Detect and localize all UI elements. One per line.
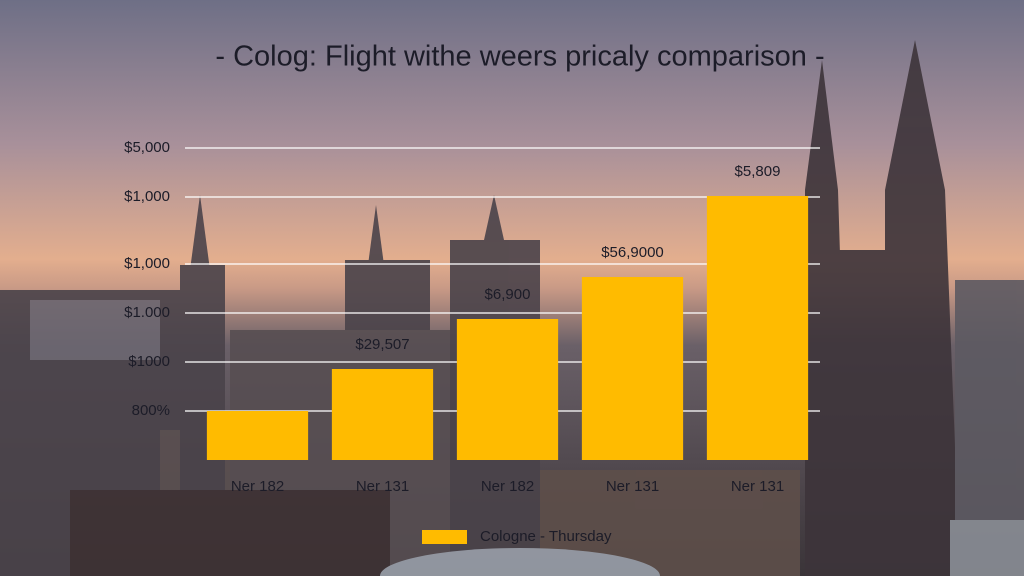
y-tick-label: $1000 [128, 353, 170, 370]
y-tick-label: $1,000 [124, 255, 170, 272]
value-label: $29,507 [355, 336, 409, 353]
x-tick-label: Ner 182 [481, 478, 534, 495]
y-tick-label: $1,000 [124, 188, 170, 205]
bar [706, 196, 809, 460]
y-tick-label: 800% [132, 402, 170, 419]
value-label: $56,9000 [601, 244, 664, 261]
bar [206, 411, 309, 460]
x-tick-label: Ner 182 [231, 478, 284, 495]
y-tick-label: $5,000 [124, 139, 170, 156]
x-tick-label: Ner 131 [731, 478, 784, 495]
y-tick-label: $1.000 [124, 304, 170, 321]
legend-swatch [422, 530, 467, 544]
value-label: $5,809 [735, 163, 781, 180]
bar [581, 277, 684, 460]
x-tick-label: Ner 131 [606, 478, 659, 495]
bar [456, 319, 559, 460]
chart-title: - Colog: Flight withe weers pricaly comp… [215, 41, 824, 73]
bar [331, 369, 434, 460]
value-label: $6,900 [485, 286, 531, 303]
legend-label: Cologne - Thursday [480, 528, 612, 545]
x-tick-label: Ner 131 [356, 478, 409, 495]
